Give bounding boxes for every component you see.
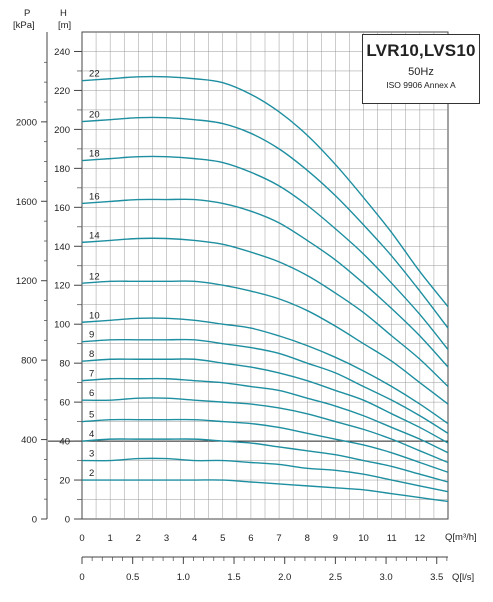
- pump-curve-stages-2: [82, 479, 449, 503]
- pump-curve-stages-4: [81, 438, 449, 483]
- q-m3h-tick-label: 9: [333, 533, 338, 544]
- pump-curve-stages-7: [81, 377, 449, 454]
- pump-curve-stages-18: [81, 155, 449, 350]
- q-m3h-tick-label: 8: [305, 533, 310, 544]
- q-m3h-tick-label: 6: [248, 533, 253, 544]
- stage-label-6: 6: [89, 388, 94, 399]
- h-axis-unit: [m]: [58, 20, 71, 31]
- stage-label-10: 10: [89, 310, 100, 321]
- q-ls-tick-label: 0: [79, 572, 84, 583]
- stage-label-18: 18: [89, 149, 100, 160]
- stage-label-4: 4: [89, 429, 94, 440]
- q-m3h-tick-label: 11: [387, 533, 397, 544]
- pump-curve-stages-3: [81, 457, 449, 493]
- stage-label-2: 2: [89, 468, 94, 479]
- h-tick-label: 60: [59, 398, 70, 409]
- chart-frequency: 50Hz: [408, 66, 434, 78]
- stage-label-12: 12: [89, 271, 100, 282]
- p-tick-label: 1200: [16, 276, 37, 287]
- stage-label-14: 14: [89, 230, 100, 241]
- h-tick-label: 180: [54, 164, 70, 175]
- stage-label-20: 20: [89, 110, 100, 121]
- q-ls-tick-label: 1.5: [227, 572, 240, 583]
- stage-label-16: 16: [89, 191, 100, 202]
- stage-label-5: 5: [89, 410, 94, 421]
- q-ls-axis-unit: Q[l/s]: [452, 572, 474, 583]
- q-m3h-axis-unit: Q[m³/h]: [445, 532, 477, 543]
- q-ls-tick-label: 3.0: [379, 572, 392, 583]
- p-tick-label: 800: [21, 356, 37, 367]
- h-tick-label: 120: [54, 281, 70, 292]
- q-m3h-tick-label: 0: [79, 533, 84, 544]
- pump-curve-stages-6: [81, 397, 449, 464]
- pump-curve-stages-12: [81, 280, 449, 405]
- pump-curve-stages-16: [81, 198, 449, 368]
- q-m3h-tick-label: 3: [164, 533, 169, 544]
- p-axis-unit: [kPa]: [13, 20, 35, 31]
- pump-curve-stages-5: [81, 418, 449, 473]
- q-ls-tick-label: 3.5: [430, 572, 443, 583]
- pump-curve-stages-9: [81, 338, 449, 434]
- p-tick-label: 1600: [16, 197, 37, 208]
- p-tick-label: 0: [32, 515, 37, 526]
- q-m3h-tick-label: 4: [192, 533, 197, 544]
- series-layer: 22 20 18 16 14 12 10 9 8 7 6 5 4 3 2: [81, 69, 449, 503]
- chart-title-box: LVR10,LVS10 50Hz ISO 9906 Annex A: [362, 34, 480, 104]
- h-axis-label: H: [60, 8, 67, 19]
- pump-curve-stages-14: [81, 237, 449, 388]
- h-tick-label: 100: [54, 320, 70, 331]
- p-axis-label: P: [24, 8, 30, 19]
- pump-curve-stages-22: [81, 75, 449, 308]
- pump-curve-stages-10: [81, 317, 449, 425]
- stage-label-22: 22: [89, 69, 100, 80]
- p-tick-label: 400: [21, 435, 37, 446]
- label-layer: P [kPa] H [m] Q[m³/h] Q[l/s]: [13, 8, 477, 583]
- h-tick-label: 40: [59, 437, 70, 448]
- stage-label-8: 8: [89, 349, 94, 360]
- h-tick-label: 240: [54, 47, 70, 58]
- grid-layer: [48, 31, 449, 520]
- h-tick-label: 200: [54, 125, 70, 136]
- h-tick-label: 20: [59, 476, 70, 487]
- q-m3h-tick-label: 7: [276, 533, 281, 544]
- q-m3h-tick-label: 12: [415, 533, 426, 544]
- q-m3h-tick-label: 10: [358, 533, 369, 544]
- stage-label-7: 7: [89, 369, 94, 380]
- pump-curve-stages-20: [81, 116, 449, 329]
- p-tick-label: 2000: [16, 117, 37, 128]
- axis-layer: 0204060801001201401601802002202400400800…: [16, 32, 448, 583]
- h-tick-label: 160: [54, 203, 70, 214]
- chart-title: LVR10,LVS10: [366, 41, 476, 60]
- q-ls-tick-label: 2.0: [278, 572, 291, 583]
- q-m3h-tick-label: 1: [108, 533, 113, 544]
- chart-standard: ISO 9906 Annex A: [386, 80, 456, 90]
- stage-label-3: 3: [89, 449, 94, 460]
- pump-curve-stages-8: [81, 358, 449, 444]
- q-ls-tick-label: 2.5: [329, 572, 342, 583]
- q-m3h-tick-label: 2: [136, 533, 141, 544]
- h-tick-label: 140: [54, 242, 70, 253]
- stage-label-9: 9: [89, 330, 94, 341]
- h-tick-label: 0: [65, 515, 70, 526]
- q-ls-tick-label: 1.0: [177, 572, 190, 583]
- q-ls-tick-label: 0.5: [126, 572, 139, 583]
- q-m3h-tick-label: 5: [220, 533, 225, 544]
- h-tick-label: 80: [59, 359, 70, 370]
- h-tick-label: 220: [54, 86, 70, 97]
